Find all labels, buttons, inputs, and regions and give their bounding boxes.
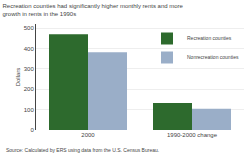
svg-text:1990-2000 change: 1990-2000 change <box>167 132 218 138</box>
svg-text:Dollars: Dollars <box>15 68 21 87</box>
svg-text:Nonrecreation counties: Nonrecreation counties <box>187 54 239 60</box>
svg-text:200: 200 <box>24 86 35 92</box>
svg-text:Recreation counties had signif: Recreation counties had significantly hi… <box>3 3 184 17</box>
svg-text:100: 100 <box>24 107 35 113</box>
svg-text:500: 500 <box>24 25 35 31</box>
svg-text:2000: 2000 <box>81 132 95 138</box>
svg-text:400: 400 <box>24 46 35 52</box>
svg-text:Recreation counties: Recreation counties <box>187 35 232 41</box>
svg-text:300: 300 <box>24 66 35 72</box>
svg-text:0: 0 <box>30 127 34 133</box>
svg-text:Source: Calculated by ERS usin: Source: Calculated by ERS using data fro… <box>6 147 159 153</box>
